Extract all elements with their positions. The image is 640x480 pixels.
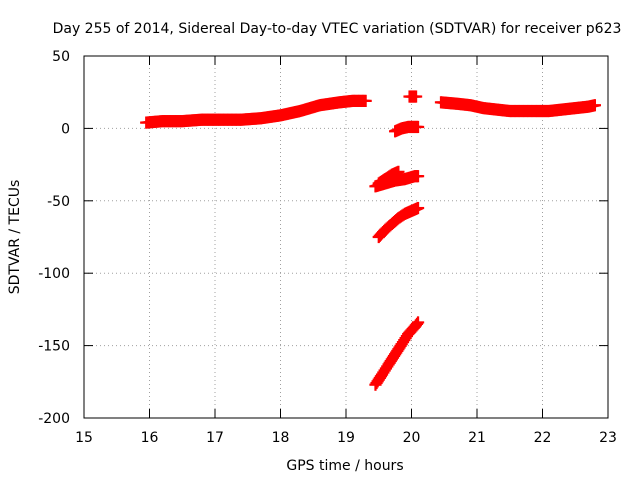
chart-title: Day 255 of 2014, Sidereal Day-to-day VTE… (53, 21, 622, 37)
data-point (411, 170, 425, 183)
x-axis-label: GPS time / hours (286, 458, 403, 474)
axis-ticks (83, 55, 609, 419)
y-tick-label: 50 (52, 49, 70, 65)
series-late-arc (434, 96, 602, 118)
y-tick-label: -50 (47, 194, 70, 210)
y-tick-label: -100 (38, 266, 70, 282)
x-tick-label: 23 (599, 430, 617, 446)
x-tick-label: 21 (468, 430, 486, 446)
x-tick-label: 19 (337, 430, 355, 446)
data-point (409, 90, 423, 103)
series-short-segment-near-zero (389, 120, 425, 138)
y-axis-tick-labels: 50 0 -50 -100 -150 -200 (38, 49, 70, 427)
data-point (411, 316, 425, 329)
data-point (359, 94, 372, 107)
y-tick-label: -150 (38, 339, 70, 355)
y-tick-label: 0 (61, 121, 70, 137)
x-tick-label: 22 (534, 430, 552, 446)
series-arc-minus-60 (372, 201, 425, 244)
series-short-segment-top (403, 90, 423, 103)
data-point (392, 165, 405, 178)
x-tick-label: 15 (75, 430, 93, 446)
x-tick-label: 16 (141, 430, 159, 446)
x-tick-label: 20 (403, 430, 421, 446)
data-point (588, 99, 602, 112)
data-series (140, 90, 602, 391)
y-tick-label: -200 (38, 411, 70, 427)
data-point (411, 201, 425, 215)
x-tick-label: 18 (272, 430, 290, 446)
data-point (411, 120, 425, 134)
y-axis-label: SDTVAR / TECUs (7, 180, 23, 295)
x-axis-tick-labels: 15 16 17 18 19 20 21 22 23 (75, 430, 617, 446)
series-main-arc (140, 94, 372, 129)
series-arc-minus-150 (369, 316, 425, 391)
x-tick-label: 17 (206, 430, 224, 446)
series-arc-minus-30-short (372, 165, 405, 190)
